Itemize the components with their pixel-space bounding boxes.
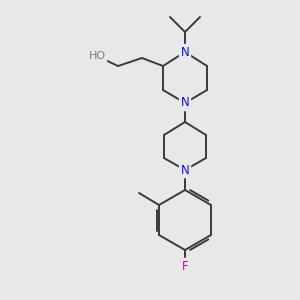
Text: N: N [181, 164, 189, 176]
Text: N: N [181, 97, 189, 110]
Text: N: N [181, 46, 189, 59]
Text: HO: HO [88, 51, 106, 61]
Text: F: F [182, 260, 188, 272]
